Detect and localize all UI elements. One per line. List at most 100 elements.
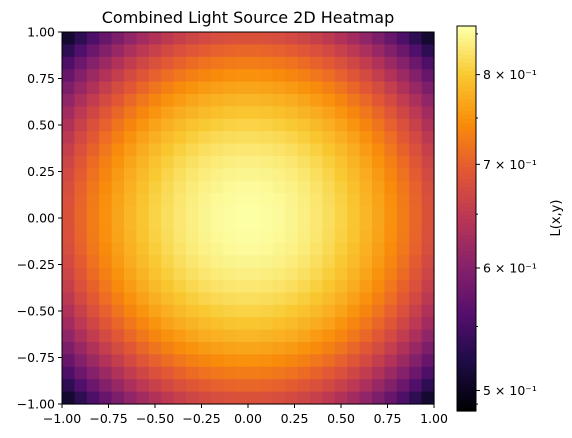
heatmap-cell: [74, 131, 88, 145]
colorbar-segment: [457, 266, 476, 272]
heatmap-cell: [86, 280, 100, 293]
heatmap-cell: [372, 94, 385, 107]
heatmap-cell: [86, 267, 100, 281]
colorbar-tick-label: 7 × 10⁻¹: [483, 157, 537, 172]
heatmap-cell: [347, 354, 361, 368]
colorbar-segment: [457, 54, 476, 59]
heatmap-cell: [198, 366, 212, 380]
heatmap-cell: [136, 143, 150, 157]
heatmap-cell: [421, 81, 435, 95]
heatmap-cell: [372, 304, 385, 318]
heatmap-cell: [359, 81, 373, 95]
heatmap-cell: [347, 304, 361, 318]
heatmap-cell: [396, 81, 410, 95]
heatmap-cell: [396, 131, 410, 145]
colorbar-segment: [457, 354, 476, 360]
heatmap-cell: [260, 131, 274, 145]
heatmap-cell: [347, 56, 361, 70]
heatmap-cell: [62, 391, 75, 405]
heatmap-cell: [161, 106, 175, 120]
heatmap-cell: [334, 267, 348, 281]
heatmap-cell: [173, 94, 187, 107]
x-tick-label: −0.50: [136, 411, 174, 426]
heatmap-cell: [99, 193, 113, 207]
heatmap-cell: [124, 44, 137, 58]
heatmap-cell: [223, 156, 237, 169]
y-tick-label: 1.00: [27, 25, 55, 40]
heatmap-cell: [359, 329, 373, 343]
heatmap-cell: [409, 94, 423, 107]
heatmap-cell: [173, 342, 187, 355]
heatmap-cell: [223, 69, 237, 83]
heatmap-cell: [372, 317, 385, 331]
heatmap-cell: [334, 69, 348, 83]
heatmap-cell: [359, 317, 373, 331]
heatmap-cell: [186, 94, 199, 107]
heatmap-cell: [186, 118, 199, 132]
colorbar-segment: [457, 198, 476, 204]
heatmap-cell: [372, 131, 385, 145]
heatmap-cell: [210, 56, 224, 70]
heatmap-cell: [421, 32, 435, 45]
heatmap-cell: [272, 366, 286, 380]
heatmap-cell: [136, 168, 150, 182]
heatmap-cell: [297, 230, 311, 244]
heatmap-cell: [223, 32, 237, 45]
heatmap-cell: [99, 168, 113, 182]
heatmap-cell: [124, 317, 137, 331]
heatmap-cell: [396, 143, 410, 157]
colorbar-segment: [457, 358, 476, 364]
heatmap-cell: [198, 317, 212, 331]
colorbar-segment: [457, 342, 476, 348]
heatmap-cell: [173, 205, 187, 219]
heatmap-cell: [396, 292, 410, 306]
heatmap-cell: [124, 242, 137, 256]
colorbar-segment: [457, 254, 476, 260]
heatmap-cell: [74, 218, 88, 231]
heatmap-cell: [347, 69, 361, 83]
heatmap-cell: [186, 180, 199, 194]
heatmap-cell: [99, 255, 113, 269]
heatmap-cell: [297, 94, 311, 107]
heatmap-cell: [223, 193, 237, 207]
heatmap-cell: [384, 280, 398, 293]
heatmap-cell: [86, 106, 100, 120]
heatmap-cell: [186, 106, 199, 120]
colorbar-segment: [457, 246, 476, 252]
heatmap-cell: [285, 94, 299, 107]
colorbar-segment: [457, 186, 476, 192]
heatmap-cell: [297, 218, 311, 231]
heatmap-cell: [347, 32, 361, 45]
heatmap-cell: [396, 255, 410, 269]
heatmap-cell: [99, 32, 113, 45]
heatmap-cell: [111, 205, 125, 219]
heatmap-cell: [297, 180, 311, 194]
heatmap-cell: [235, 267, 249, 281]
heatmap-cell: [285, 44, 299, 58]
heatmap-cell: [99, 56, 113, 70]
heatmap-cell: [62, 242, 75, 256]
colorbar-segment: [457, 114, 476, 119]
heatmap-cell: [384, 106, 398, 120]
heatmap-cell: [235, 118, 249, 132]
heatmap-cell: [248, 317, 261, 331]
heatmap-cell: [310, 81, 323, 95]
heatmap-cell: [74, 81, 88, 95]
colorbar-segment: [457, 190, 476, 196]
heatmap-cell: [372, 56, 385, 70]
heatmap-cell: [310, 366, 323, 380]
heatmap-cell: [223, 131, 237, 145]
heatmap-cell: [372, 193, 385, 207]
heatmap-cell: [186, 193, 199, 207]
heatmap-cell: [322, 205, 336, 219]
heatmap-cell: [62, 69, 75, 83]
x-tick-label: 0.75: [374, 411, 402, 426]
heatmap-cell: [62, 304, 75, 318]
heatmap-cell: [396, 379, 410, 393]
heatmap-cell: [297, 379, 311, 393]
heatmap-cell: [210, 366, 224, 380]
heatmap-cell: [173, 242, 187, 256]
heatmap-cell: [99, 354, 113, 368]
heatmap-cell: [421, 118, 435, 132]
heatmap-cell: [99, 342, 113, 355]
